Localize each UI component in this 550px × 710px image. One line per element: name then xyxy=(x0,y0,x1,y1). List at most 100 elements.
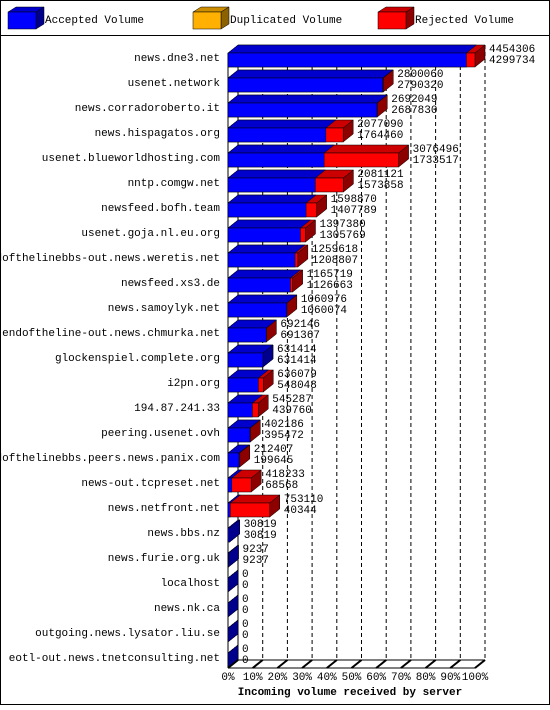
bar-side xyxy=(227,644,239,668)
y-tick-label: news.dne3.net xyxy=(134,53,220,65)
value-label: 40344 xyxy=(284,505,317,517)
value-label: 2687830 xyxy=(391,105,437,117)
y-tick-label: news.bbs.nz xyxy=(147,528,220,540)
y-tick-label: eotl-out.news.tnetconsulting.net xyxy=(9,653,220,665)
bar-side xyxy=(227,569,239,593)
bar xyxy=(227,519,241,543)
bar-top xyxy=(227,294,298,304)
value-label: 0 xyxy=(242,605,249,617)
value-label: 30819 xyxy=(244,519,277,531)
bar-side xyxy=(227,619,239,643)
bar-front xyxy=(227,502,231,518)
value-label: 1764460 xyxy=(357,130,403,142)
tick-mark xyxy=(424,659,437,669)
bar-front xyxy=(227,427,251,443)
value-label: 0 xyxy=(242,619,249,631)
y-tick-label: newsfeed.xs3.de xyxy=(121,278,220,290)
bar-front xyxy=(227,452,240,468)
bar xyxy=(227,294,298,318)
bar xyxy=(227,44,478,68)
tick-mark xyxy=(227,659,239,669)
bar xyxy=(227,219,312,243)
value-label: 2800060 xyxy=(397,69,443,81)
value-label: 0 xyxy=(242,644,249,656)
bar-front xyxy=(227,477,233,493)
bar xyxy=(227,319,278,343)
bar xyxy=(227,369,270,393)
bar-front xyxy=(227,152,325,168)
y-tick-label: localhost xyxy=(161,578,220,590)
bar-front xyxy=(227,527,230,543)
value-label: 4299734 xyxy=(489,55,536,67)
y-tick-label: news.furie.org.uk xyxy=(108,553,221,565)
tick-mark xyxy=(276,659,289,669)
x-tick-label: 100% xyxy=(462,672,489,684)
value-label: 9237 xyxy=(243,544,269,556)
y-tick-label: usenet.blueworldhosting.com xyxy=(42,153,221,165)
value-label: 30819 xyxy=(244,530,277,542)
value-label: 1259618 xyxy=(312,244,358,256)
value-label: 1733517 xyxy=(413,155,459,167)
tick-mark xyxy=(350,659,363,669)
bar xyxy=(227,144,335,168)
value-label: 2081121 xyxy=(357,169,404,181)
value-label: 212407 xyxy=(254,444,294,456)
value-label: 631414 xyxy=(277,344,317,356)
value-label: 548048 xyxy=(277,380,317,392)
bar xyxy=(227,69,394,93)
bar-top xyxy=(227,144,335,154)
bar xyxy=(227,619,239,643)
bar xyxy=(227,494,241,518)
bar-front xyxy=(227,227,301,243)
y-tick-label: news.samoylyk.net xyxy=(108,303,220,315)
value-label: 1165719 xyxy=(307,269,353,281)
x-tick-label: 50% xyxy=(342,672,362,684)
value-label: 0 xyxy=(242,569,249,581)
y-tick-label: usenet.goja.nl.eu.org xyxy=(81,228,220,240)
value-label: 691367 xyxy=(280,330,320,342)
bar-front xyxy=(227,377,259,393)
bar-top xyxy=(227,169,326,179)
bar xyxy=(227,244,306,268)
bar xyxy=(227,444,250,468)
value-label: 1573858 xyxy=(357,180,403,192)
y-tick-label: news.nk.ca xyxy=(154,603,220,615)
legend-swatch xyxy=(7,6,45,30)
tick-mark xyxy=(375,659,387,669)
bar xyxy=(227,344,274,368)
bar xyxy=(227,169,326,193)
value-label: 1060976 xyxy=(301,294,347,306)
bar xyxy=(227,494,281,518)
value-label: 2077090 xyxy=(357,119,403,131)
bar-top xyxy=(227,194,317,204)
x-tick-label: 70% xyxy=(391,672,411,684)
y-tick-label: endofthelinebbs-out.news.weretis.net xyxy=(0,253,220,265)
x-tick-label: 40% xyxy=(317,672,337,684)
value-label: 199645 xyxy=(254,455,294,467)
tick-mark xyxy=(400,659,412,669)
x-tick-label: 20% xyxy=(267,672,287,684)
x-tick-label: 10% xyxy=(243,672,263,684)
y-tick-label: news.netfront.net xyxy=(108,503,220,515)
y-tick-label: news.corradoroberto.it xyxy=(75,103,220,115)
tick-mark xyxy=(449,659,461,669)
value-label: 1060074 xyxy=(301,305,348,317)
y-tick-label: newsfeed.bofh.team xyxy=(101,203,220,215)
legend-swatch xyxy=(192,6,230,30)
bar-top xyxy=(227,119,337,129)
bar xyxy=(227,269,302,293)
bar-front xyxy=(227,202,307,218)
legend-swatch xyxy=(377,6,415,30)
x-axis-title: Incoming volume received by server xyxy=(238,687,462,699)
y-tick-label: 194.87.241.33 xyxy=(134,403,220,415)
bar-top xyxy=(227,94,388,104)
value-label: 753110 xyxy=(284,494,324,506)
swatch-front xyxy=(192,11,222,30)
bar-front xyxy=(227,302,288,318)
y-tick-label: endofthelinebbs.peers.news.panix.com xyxy=(0,453,220,465)
tick-mark xyxy=(474,659,486,669)
bar-front xyxy=(227,327,267,343)
bar-top xyxy=(227,269,302,279)
